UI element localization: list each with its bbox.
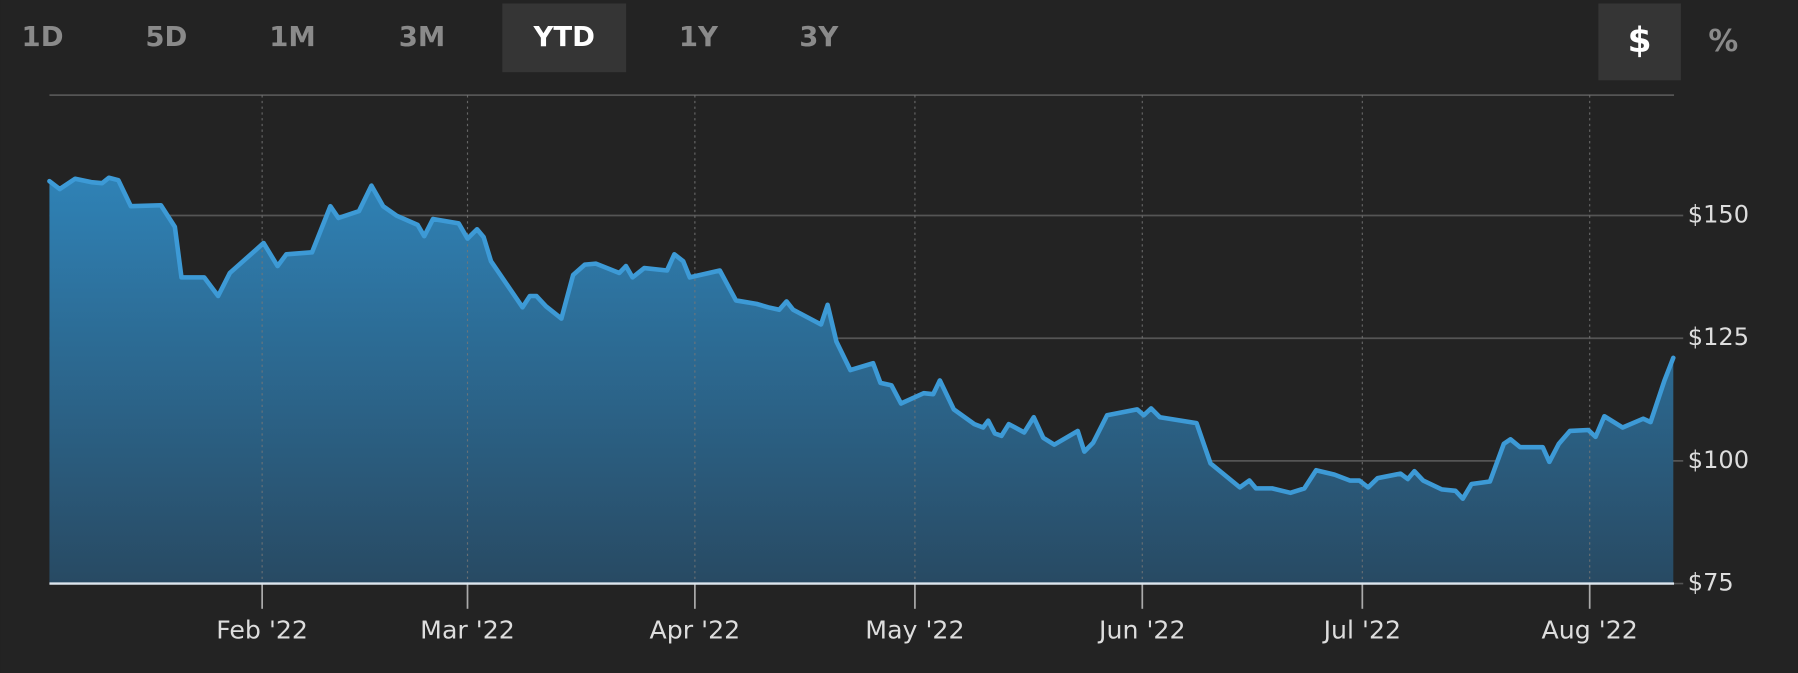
toolbar: 1D 5D 1M 3M YTD 1Y 3Y $% bbox=[22, 3, 1738, 81]
range-button[interactable]: 1D bbox=[22, 21, 64, 53]
unit-button[interactable]: $ bbox=[1628, 21, 1652, 61]
x-tick-label: Jun '22 bbox=[1097, 616, 1185, 645]
x-tick-label: Feb '22 bbox=[216, 616, 308, 645]
range-button[interactable]: 3Y bbox=[799, 21, 839, 53]
y-tick-label: $100 bbox=[1688, 446, 1749, 474]
area bbox=[49, 177, 1674, 584]
price-line bbox=[47, 175, 1676, 501]
y-tick-label: $150 bbox=[1688, 201, 1749, 229]
y-tick-label: $125 bbox=[1688, 323, 1749, 351]
range-button[interactable]: 1M bbox=[269, 21, 316, 53]
range-button-bg bbox=[502, 3, 627, 73]
x-tick-label: Jul '22 bbox=[1322, 616, 1401, 645]
x-tick-label: Mar '22 bbox=[420, 616, 515, 645]
plot-area: $75 $100 $125 $150 Feb '22 Mar '22 Apr '22 May … bbox=[47, 95, 1749, 645]
x-tick-label: Apr '22 bbox=[650, 616, 741, 645]
unit-button[interactable]: % bbox=[1708, 24, 1738, 59]
x-tick-label: May '22 bbox=[865, 616, 964, 645]
range-button[interactable]: 1Y bbox=[679, 21, 719, 53]
x-tick-label: Aug '22 bbox=[1542, 616, 1638, 645]
range-button[interactable]: YTD bbox=[532, 21, 595, 53]
range-button[interactable]: 3M bbox=[399, 21, 446, 53]
unit-button-bg bbox=[1598, 3, 1681, 81]
y-tick-label: $75 bbox=[1688, 569, 1734, 597]
range-button[interactable]: 5D bbox=[145, 21, 187, 53]
